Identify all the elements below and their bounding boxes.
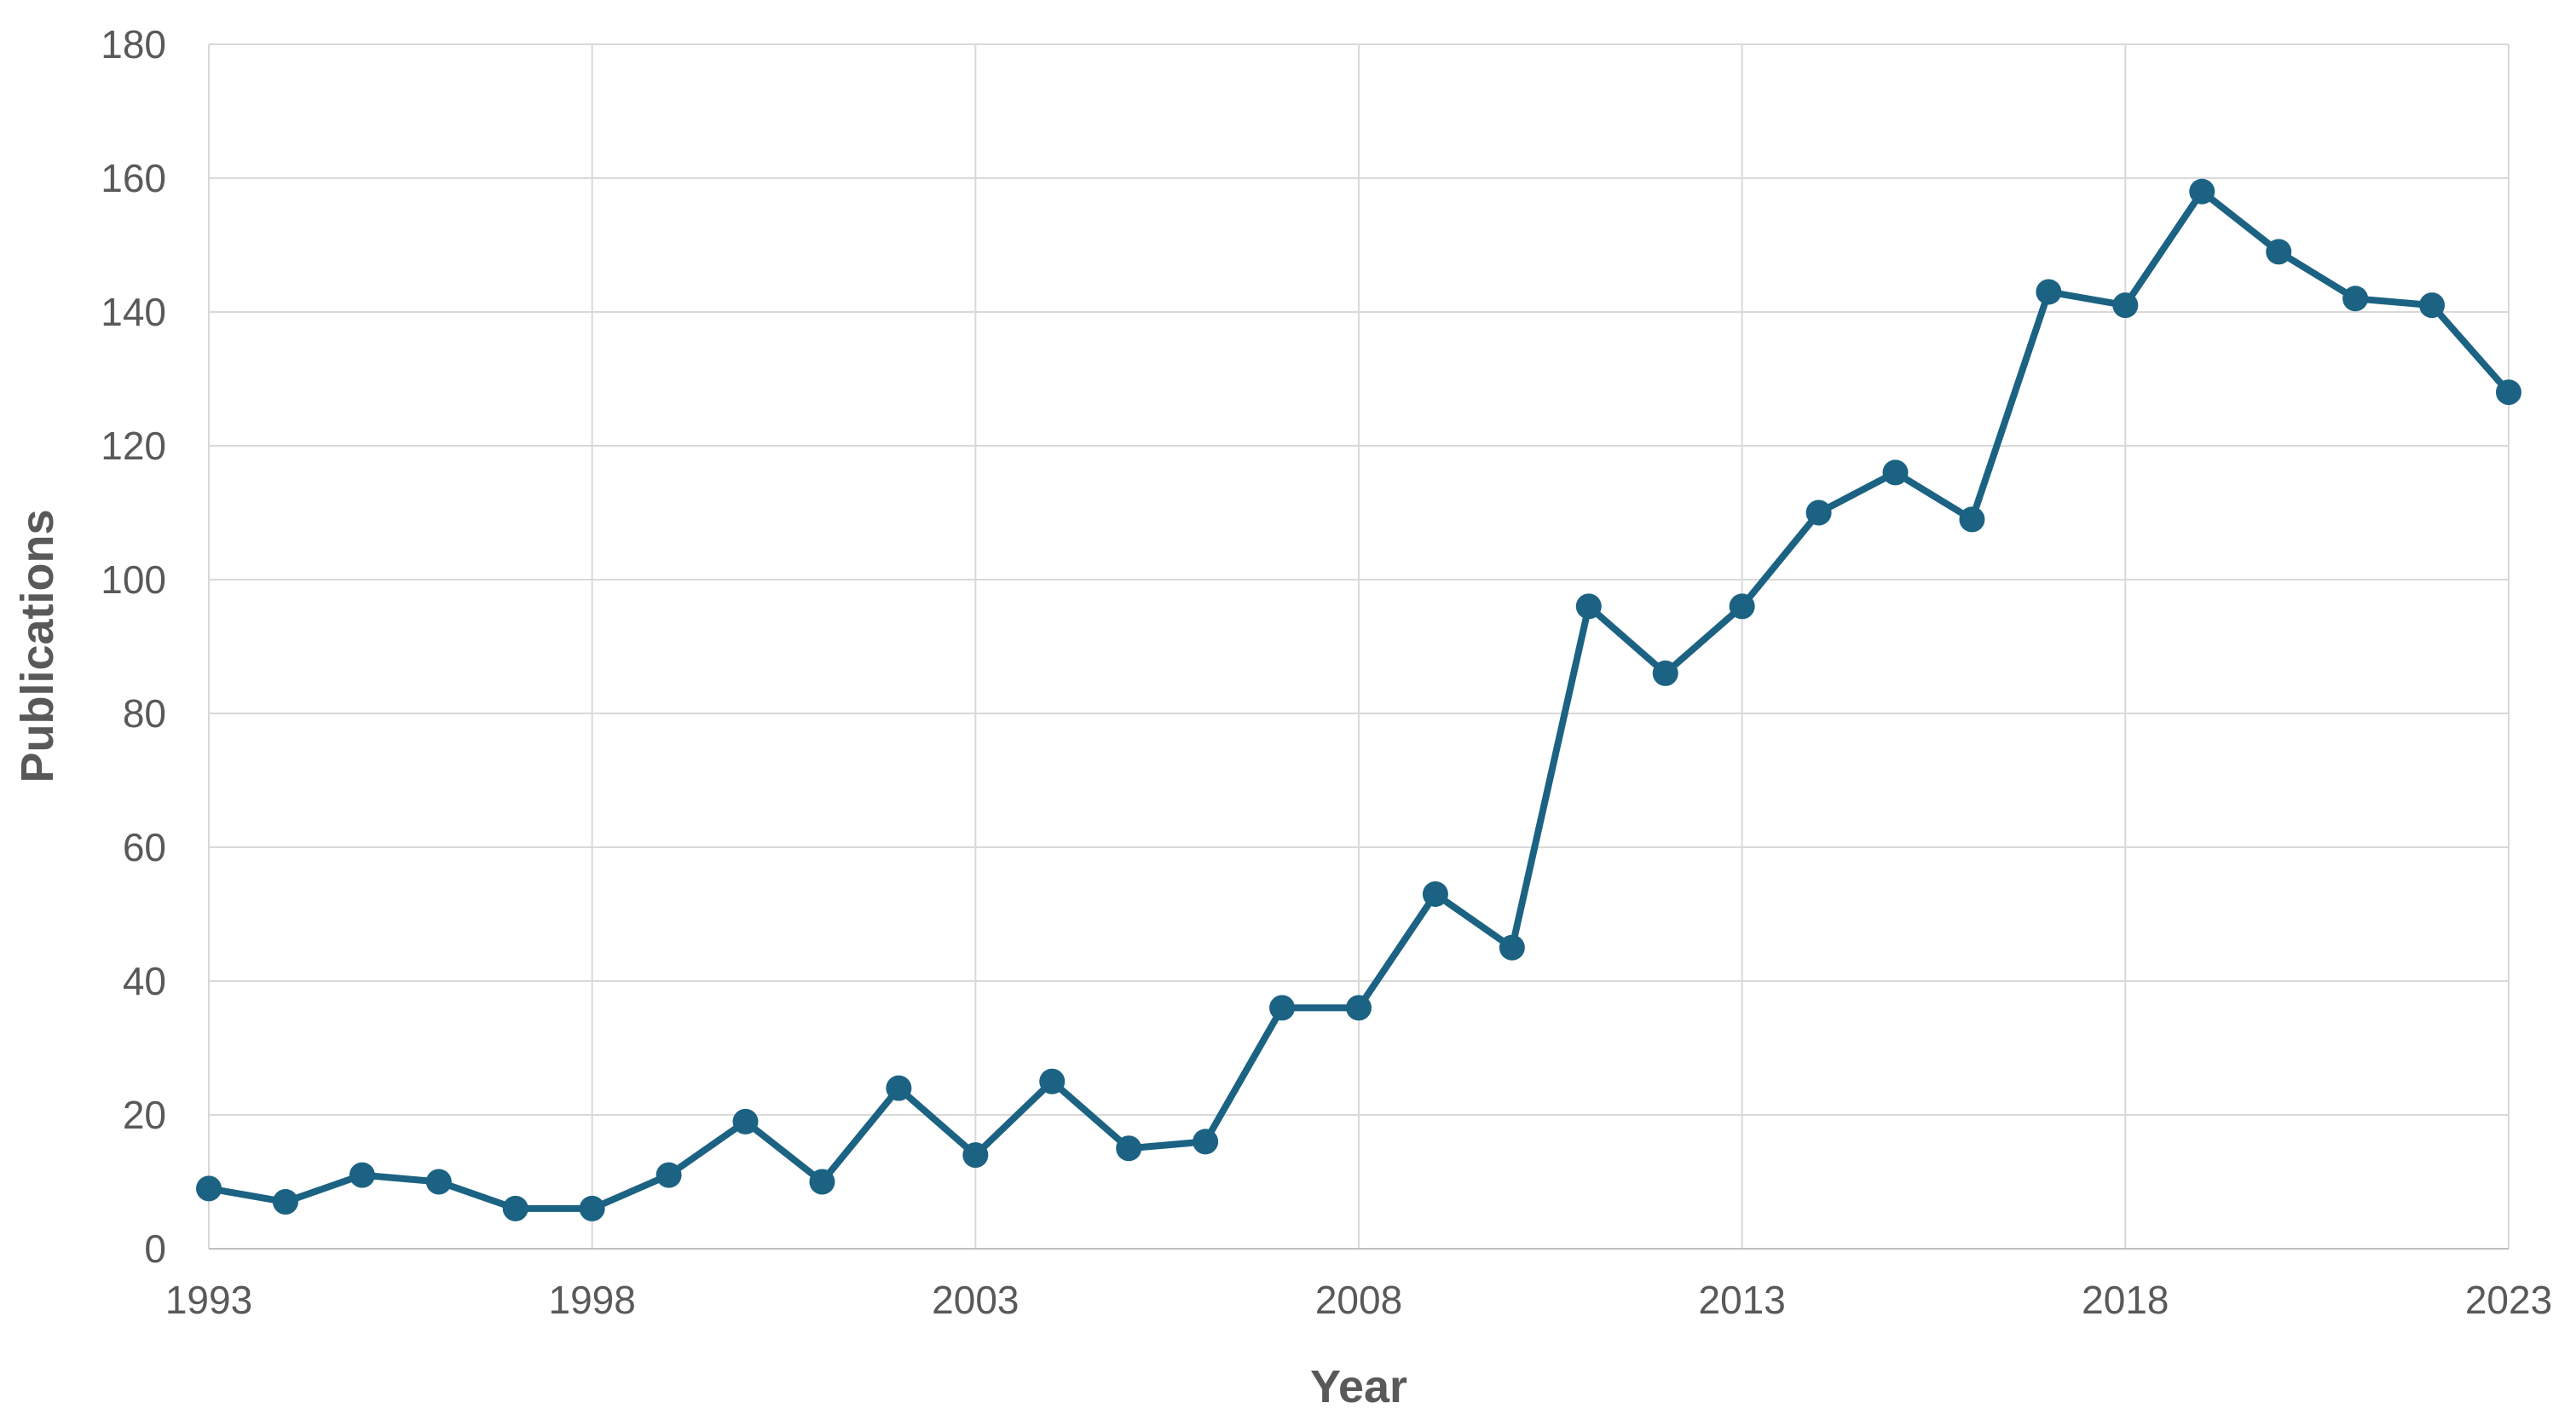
y-tick-label: 120 [101, 424, 166, 468]
data-point [1729, 593, 1755, 620]
x-tick-label: 2008 [1315, 1278, 1402, 1322]
data-point [196, 1175, 222, 1202]
y-tick-label: 80 [123, 691, 166, 736]
data-point [2266, 239, 2292, 265]
data-point [2496, 379, 2521, 406]
data-point [349, 1162, 375, 1188]
data-point [962, 1142, 989, 1169]
data-point [886, 1075, 912, 1101]
data-point [1652, 660, 1678, 686]
data-point [809, 1169, 835, 1195]
y-tick-label: 180 [101, 22, 166, 66]
data-point [2036, 279, 2062, 305]
data-point [1499, 934, 1525, 961]
x-tick-label: 2013 [1698, 1278, 1785, 1322]
x-tick-label: 2018 [2082, 1278, 2169, 1322]
data-point [579, 1195, 605, 1221]
data-point [2189, 178, 2215, 205]
data-point [425, 1169, 452, 1195]
data-point [1116, 1135, 1142, 1162]
x-tick-label: 1993 [165, 1278, 252, 1322]
y-tick-label: 60 [123, 825, 166, 869]
data-point [1959, 506, 1985, 533]
x-axis-title: Year [1310, 1361, 1407, 1412]
y-tick-label: 100 [101, 557, 166, 602]
data-point [1882, 459, 1909, 486]
x-tick-label: 2023 [2465, 1278, 2552, 1322]
data-point [2419, 292, 2446, 319]
y-axis-title: Publications [12, 509, 63, 782]
data-point [2342, 286, 2369, 312]
y-tick-label: 140 [101, 290, 166, 334]
data-point [2112, 292, 2139, 319]
y-tick-label: 40 [123, 959, 166, 1003]
data-point [1193, 1129, 1219, 1155]
data-point [732, 1108, 759, 1134]
data-point [1575, 593, 1602, 620]
data-point [1269, 995, 1296, 1021]
y-tick-label: 0 [144, 1227, 166, 1271]
data-point [656, 1162, 682, 1188]
data-point [502, 1195, 528, 1221]
data-point [272, 1189, 298, 1215]
data-point [1039, 1068, 1066, 1094]
x-tick-label: 1998 [548, 1278, 635, 1322]
x-tick-label: 2003 [932, 1278, 1019, 1322]
y-tick-label: 160 [101, 156, 166, 200]
data-point [1805, 499, 1832, 526]
data-point [1422, 880, 1448, 907]
y-tick-label: 20 [123, 1093, 166, 1137]
data-point [1346, 995, 1372, 1021]
